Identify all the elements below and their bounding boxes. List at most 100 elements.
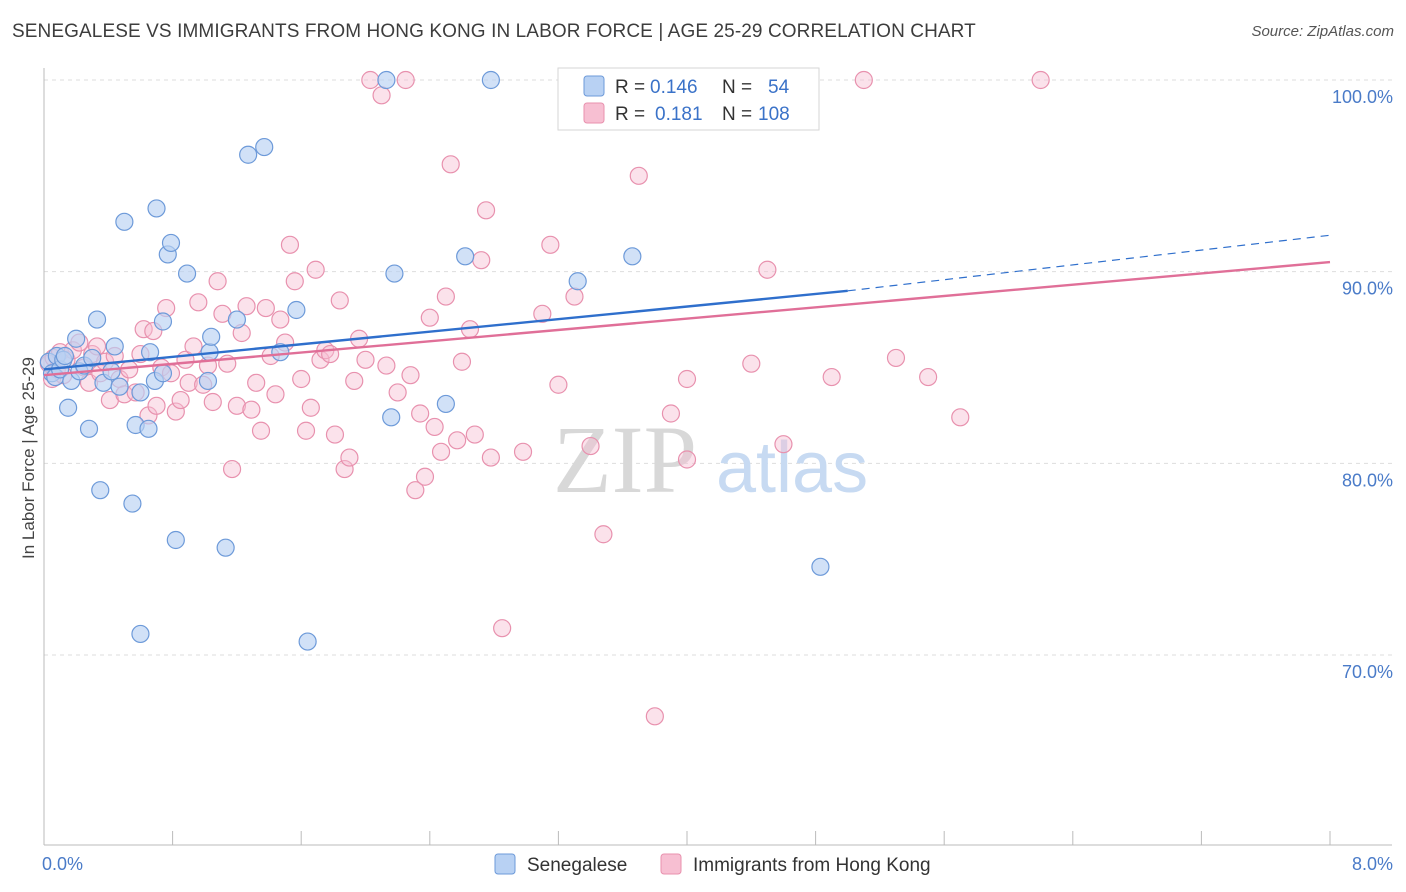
point-hong-kong <box>251 421 271 440</box>
point-senegalese <box>568 272 587 291</box>
point-senegalese <box>481 70 500 90</box>
point-hong-kong <box>822 367 841 387</box>
point-hong-kong <box>179 373 198 392</box>
point-hong-kong <box>919 367 938 387</box>
point-senegalese <box>166 530 185 550</box>
point-hong-kong <box>227 396 246 415</box>
point-hong-kong <box>758 260 777 279</box>
point-hong-kong <box>296 421 316 440</box>
point-hong-kong <box>330 291 349 310</box>
point-hong-kong <box>321 344 340 364</box>
point-senegalese <box>131 383 150 402</box>
point-senegalese <box>83 348 102 368</box>
point-senegalese <box>298 632 317 651</box>
legend-n-value-hong-kong: 108 <box>758 104 790 125</box>
point-hong-kong <box>1031 70 1050 90</box>
legend: R = 0.146 N = 54 R = 0.181 N = 108 <box>557 67 820 131</box>
point-senegalese <box>79 419 99 438</box>
point-hong-kong <box>951 408 970 427</box>
point-senegalese <box>385 264 404 283</box>
point-senegalese <box>153 364 173 383</box>
legend-r-value-senegalese: 0.146 <box>650 77 698 98</box>
x-tick-labels: 0.0% 8.0% <box>42 854 1393 874</box>
point-senegalese <box>147 199 166 218</box>
point-hong-kong <box>661 404 681 423</box>
legend-r-value-hong-kong: 0.181 <box>655 104 703 125</box>
point-hong-kong <box>271 310 290 329</box>
point-hong-kong <box>280 235 300 254</box>
point-hong-kong <box>420 308 439 327</box>
point-hong-kong <box>629 166 648 185</box>
point-senegalese <box>110 377 129 396</box>
point-senegalese <box>55 346 74 366</box>
point-senegalese <box>139 419 158 438</box>
point-hong-kong <box>166 402 185 421</box>
point-senegalese <box>115 212 134 231</box>
trend-line-senegalese <box>43 289 848 371</box>
point-hong-kong <box>436 287 455 306</box>
y-tick-label: 100.0% <box>1332 87 1393 107</box>
point-hong-kong <box>401 366 420 385</box>
trend-line-hong-kong <box>43 260 1331 377</box>
trend-line-senegalese-extension <box>847 234 1331 292</box>
point-hong-kong <box>886 348 906 368</box>
y-tick-label: 90.0% <box>1342 279 1393 299</box>
y-tick-label: 80.0% <box>1342 470 1393 490</box>
point-senegalese <box>131 624 150 644</box>
point-senegalese <box>140 343 160 362</box>
point-hong-kong <box>120 360 139 379</box>
point-hong-kong <box>677 369 697 389</box>
trend-lines <box>43 234 1331 377</box>
point-hong-kong <box>171 390 190 410</box>
point-hong-kong <box>247 373 266 392</box>
point-hong-kong <box>411 404 430 423</box>
point-hong-kong <box>147 396 166 415</box>
point-hong-kong <box>493 619 512 638</box>
point-hong-kong <box>677 450 697 469</box>
point-senegalese <box>102 362 121 381</box>
point-hong-kong <box>406 481 425 500</box>
grid-lines <box>44 79 1392 656</box>
point-senegalese <box>59 398 78 417</box>
point-hong-kong <box>594 525 613 544</box>
point-hong-kong <box>452 352 472 371</box>
point-hong-kong <box>549 375 568 394</box>
point-hong-kong <box>237 297 256 316</box>
point-hong-kong <box>335 459 354 479</box>
watermark-zip: ZIP <box>553 406 697 513</box>
watermark: ZIP atlas <box>553 406 868 513</box>
point-hong-kong <box>306 260 325 279</box>
x-tick-label: 0.0% <box>42 854 83 874</box>
point-senegalese <box>227 310 246 329</box>
point-hong-kong <box>533 304 552 323</box>
point-senegalese <box>198 371 218 391</box>
point-senegalese <box>436 394 455 414</box>
point-hong-kong <box>372 86 391 105</box>
point-hong-kong <box>448 431 467 450</box>
bottom-legend-label-senegalese: Senegalese <box>527 855 627 876</box>
point-senegalese <box>202 327 221 346</box>
point-hong-kong <box>189 293 208 312</box>
point-hong-kong <box>266 385 285 404</box>
point-hong-kong <box>431 442 451 461</box>
point-hong-kong <box>345 371 364 391</box>
point-hong-kong <box>465 425 484 444</box>
chart-title: SENEGALESE VS IMMIGRANTS FROM HONG KONG … <box>12 21 976 42</box>
point-senegalese <box>87 310 107 329</box>
x-tick-label: 8.0% <box>1352 854 1393 874</box>
legend-r-label-hong-kong: R = <box>615 104 645 125</box>
point-hong-kong <box>361 70 380 90</box>
point-hong-kong <box>325 425 345 444</box>
point-hong-kong <box>340 448 359 467</box>
legend-r-label-senegalese: R = <box>615 77 645 98</box>
point-senegalese <box>105 337 124 356</box>
point-hong-kong <box>476 201 496 220</box>
legend-swatch-hong-kong <box>583 102 605 124</box>
point-hong-kong <box>565 287 584 306</box>
point-senegalese <box>161 233 181 253</box>
point-senegalese <box>623 247 642 266</box>
point-hong-kong <box>481 448 500 467</box>
point-senegalese <box>255 137 274 157</box>
point-senegalese <box>91 481 110 500</box>
